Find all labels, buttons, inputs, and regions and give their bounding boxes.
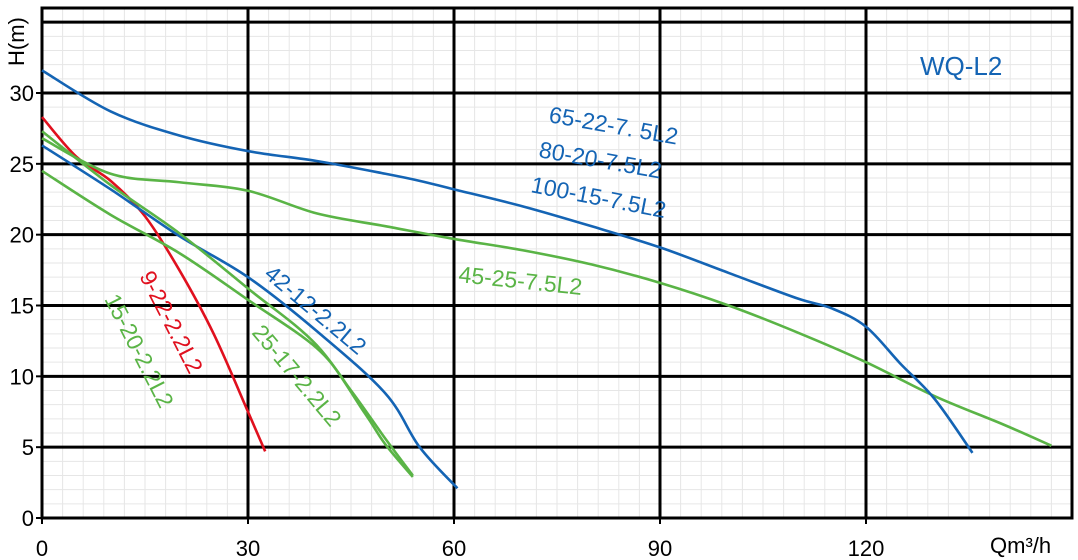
axes (36, 6, 1074, 524)
curve-label: 45-25-7.5L2 (457, 261, 583, 300)
y-tick-label: 30 (10, 81, 34, 106)
curve-42-12-2.2L2 (41, 144, 459, 490)
curve-15-20-2.2L2 (41, 169, 414, 477)
y-tick-label: 25 (10, 152, 34, 177)
plot-frame (40, 6, 1074, 520)
y-tick-label: 20 (10, 223, 34, 248)
x-tick-label: 0 (36, 536, 48, 560)
x-axis-label: Qm³/h (990, 533, 1051, 558)
y-axis-label: H(m) (4, 17, 29, 66)
y-tick-label: 5 (22, 435, 34, 460)
x-tick-label: 30 (236, 536, 260, 560)
y-tick-label: 0 (22, 506, 34, 531)
tick-labels: 0 30 60 90 120 0 5 10 15 20 25 30 (10, 81, 885, 560)
y-tick-label: 15 (10, 294, 34, 319)
y-tick-label: 10 (10, 364, 34, 389)
curve-25-17-2.2L2 (41, 130, 414, 478)
x-tick-label: 120 (848, 536, 885, 560)
curve-45-25-7.5L2 (41, 137, 1052, 447)
chart-title: WQ-L2 (920, 51, 1002, 81)
curves (41, 69, 1052, 490)
x-tick-label: 90 (648, 536, 672, 560)
major-grid (42, 8, 1072, 518)
curve-65-22-7.5L2 (41, 69, 974, 454)
x-tick-label: 60 (442, 536, 466, 560)
